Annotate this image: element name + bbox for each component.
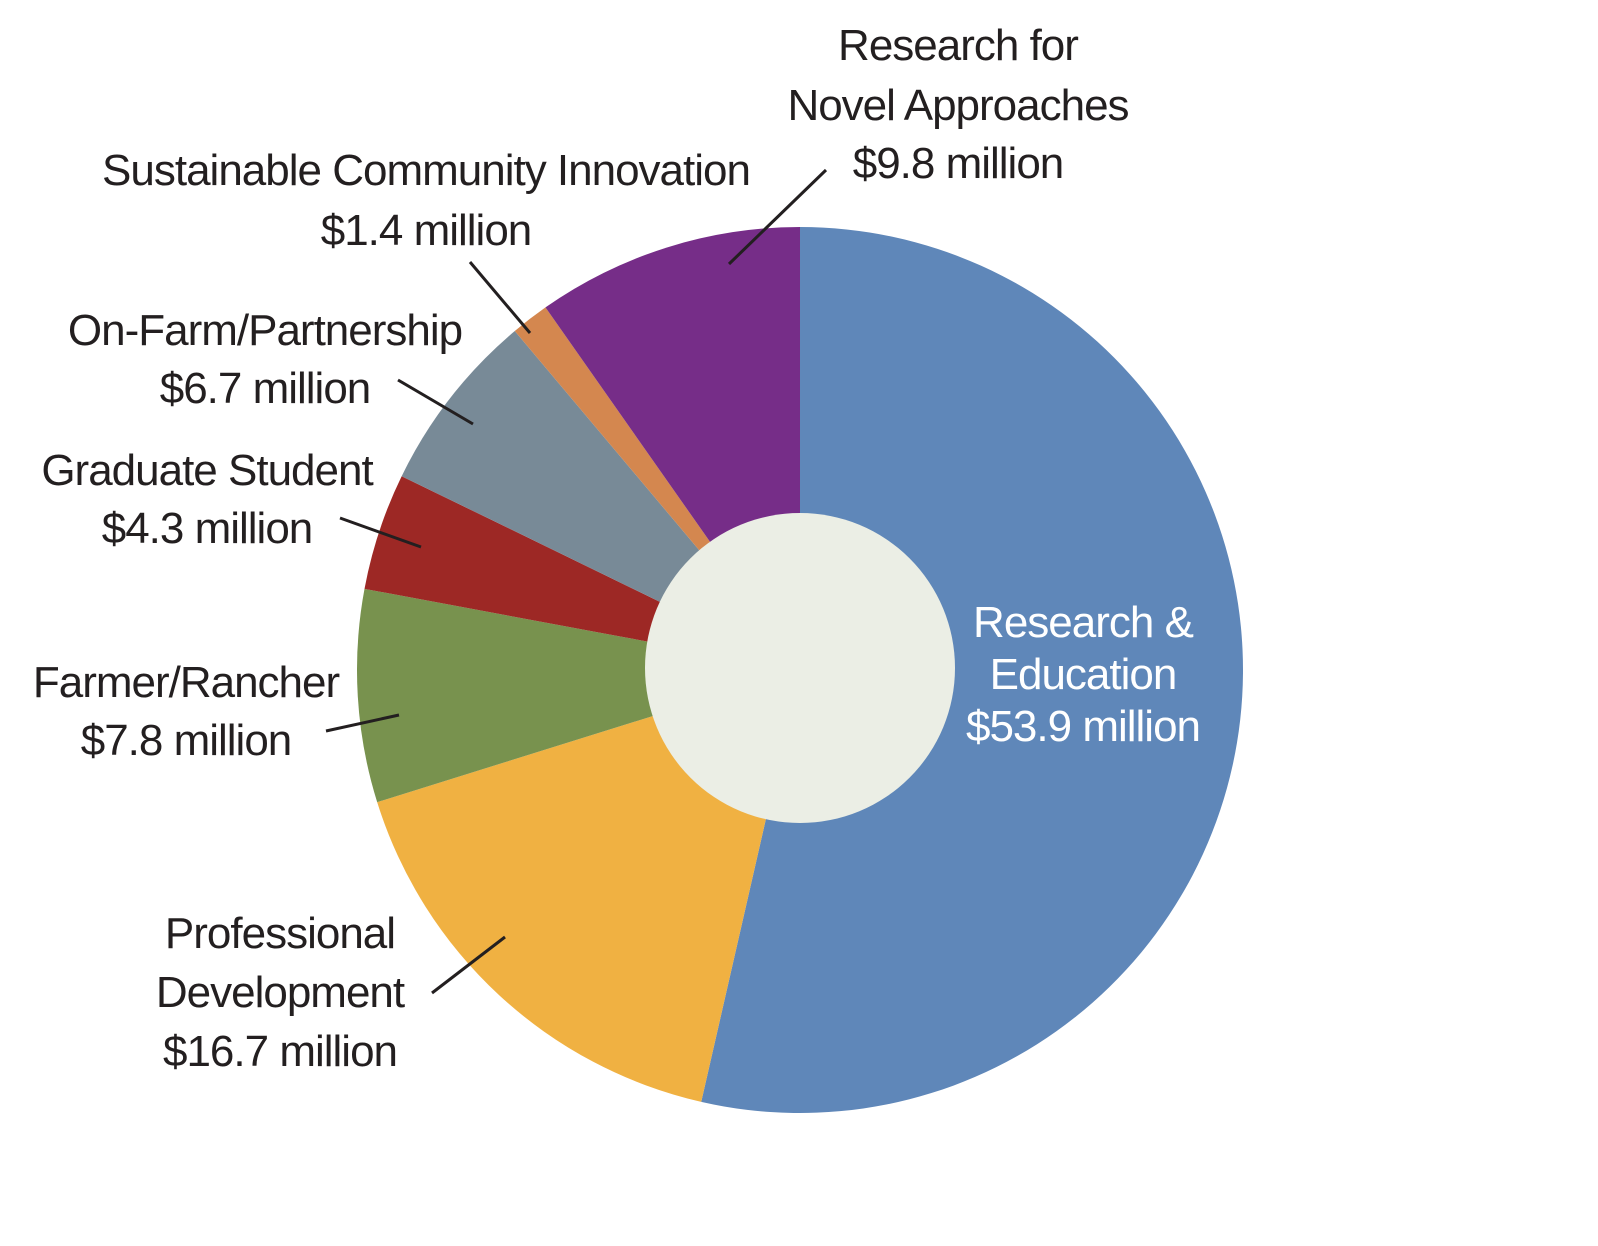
- label-research-education: Research &Education$53.9 million: [966, 598, 1201, 751]
- label-farmer-rancher: Farmer/Rancher $7.8 million: [33, 658, 400, 765]
- data-label-name: Sustainable Community Innovation: [102, 146, 750, 195]
- label-on-farm-partnership: On-Farm/Partnership $6.7 million: [68, 306, 474, 426]
- label-graduate-student: Graduate Student $4.3 million: [41, 446, 422, 553]
- leader-line: [397, 378, 474, 426]
- data-label-name: Graduate Student: [41, 446, 373, 495]
- data-label-name: Professional: [165, 909, 395, 958]
- label-sustainable-community-innovation: Sustainable Community Innovation $1.4 mil…: [102, 146, 751, 334]
- leader-line: [468, 261, 532, 334]
- leader-line: [325, 713, 400, 733]
- data-label-name: Novel Approaches: [787, 81, 1128, 130]
- label-professional-development: Professional Development $16.7 million: [156, 909, 506, 1076]
- data-label-value: $1.4 million: [321, 206, 532, 255]
- leader-line: [431, 935, 506, 995]
- slice-farmer-rancher: [356, 588, 800, 803]
- label-research-for-novel-approaches: Research for Novel Approaches $9.8 million: [727, 21, 1130, 266]
- data-label-name: Education: [990, 650, 1177, 699]
- data-label-value: $4.3 million: [102, 504, 313, 553]
- data-label-name: Research &: [973, 598, 1194, 647]
- data-label-value: $53.9 million: [966, 702, 1200, 751]
- donut-hole: [645, 513, 955, 823]
- data-label-name: On-Farm/Partnership: [68, 306, 462, 355]
- data-label-name: Research for: [838, 21, 1078, 70]
- data-label-value: $16.7 million: [163, 1027, 397, 1076]
- data-label-value: $6.7 million: [160, 364, 371, 413]
- data-label-value: $9.8 million: [853, 139, 1064, 188]
- data-label-value: $7.8 million: [81, 716, 292, 765]
- leader-line: [727, 168, 828, 266]
- leader-line: [339, 516, 422, 549]
- data-label-name: Development: [156, 968, 405, 1017]
- data-label-name: Farmer/Rancher: [33, 658, 340, 707]
- slice-research-education: [701, 227, 1244, 1113]
